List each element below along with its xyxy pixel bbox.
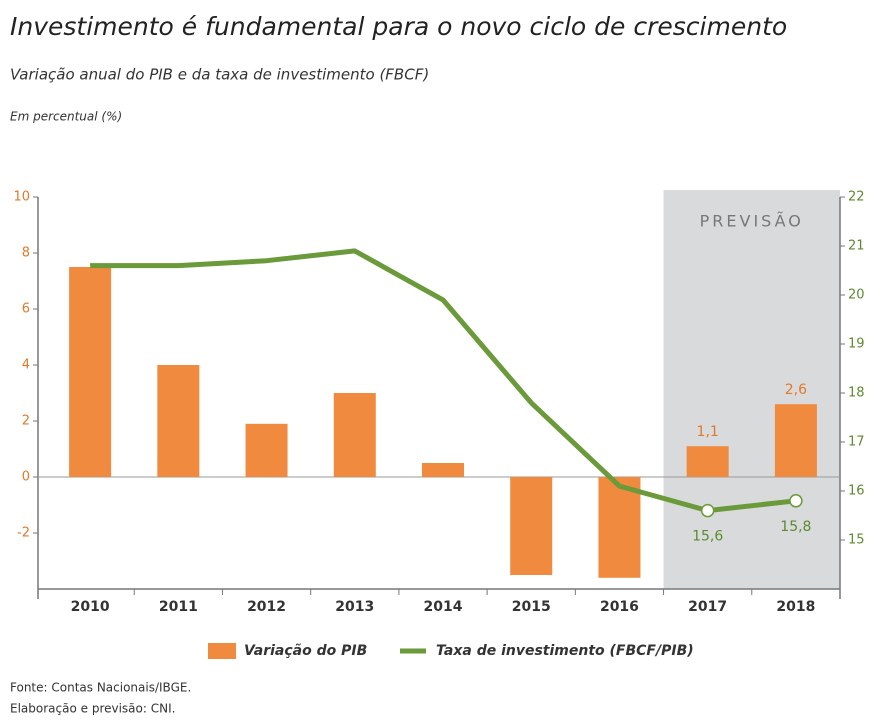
data-label: 1,1: [697, 424, 719, 440]
source: Elaboração e previsão: CNI.: [10, 702, 175, 716]
y2-tick-label: 21: [848, 239, 865, 254]
legend-swatch: [208, 643, 236, 659]
bar: [422, 463, 464, 477]
y2-tick-label: 22: [848, 190, 865, 205]
y2-tick-label: 15: [848, 533, 865, 548]
y-tick-label: 0: [22, 470, 30, 485]
x-tick-label: 2011: [159, 599, 198, 615]
y2-tick-label: 19: [848, 337, 865, 352]
x-tick-label: 2014: [424, 599, 463, 615]
y2-tick-label: 17: [848, 435, 865, 450]
bar: [333, 393, 376, 477]
chart-title: Investimento é fundamental para o novo c…: [10, 12, 787, 41]
marker: [789, 494, 803, 508]
bar: [774, 404, 817, 477]
x-tick-label: 2012: [247, 599, 286, 615]
data-label: 15,8: [780, 519, 811, 535]
x-tick-label: 2010: [71, 599, 110, 615]
legend-label: Taxa de investimento (FBCF/PIB): [436, 643, 694, 659]
legend-label: Variação do PIB: [244, 643, 367, 659]
unit-note: Em percentual (%): [10, 110, 122, 124]
y-tick-label: 10: [13, 190, 30, 205]
y2-tick-label: 18: [848, 386, 865, 401]
y-tick-label: 6: [22, 302, 30, 317]
x-tick-label: 2015: [512, 599, 551, 615]
bar: [686, 446, 729, 477]
y2-tick-label: 20: [848, 288, 865, 303]
y-tick-label: -2: [17, 526, 30, 541]
bar: [510, 477, 553, 575]
bar: [598, 477, 641, 578]
x-tick-label: 2017: [688, 599, 727, 615]
data-label: 2,6: [785, 382, 807, 398]
y-tick-label: 8: [22, 246, 30, 261]
y-tick-label: 2: [22, 414, 30, 429]
source: Fonte: Contas Nacionais/IBGE.: [10, 681, 191, 695]
y2-tick-label: 16: [848, 484, 865, 499]
bar: [69, 267, 112, 477]
x-tick-label: 2016: [600, 599, 639, 615]
forecast-label: PREVISÃO: [700, 212, 804, 231]
forecast-region: [663, 190, 840, 589]
chart-subtitle: Variação anual do PIB e da taxa de inves…: [10, 66, 429, 84]
data-label: 15,6: [692, 529, 723, 545]
line: [90, 248, 797, 514]
x-tick-label: 2018: [776, 599, 815, 615]
bar: [245, 423, 288, 477]
marker: [700, 503, 715, 518]
x-tick-label: 2013: [335, 599, 374, 615]
y-tick-label: 4: [22, 358, 30, 373]
bar: [157, 365, 200, 477]
